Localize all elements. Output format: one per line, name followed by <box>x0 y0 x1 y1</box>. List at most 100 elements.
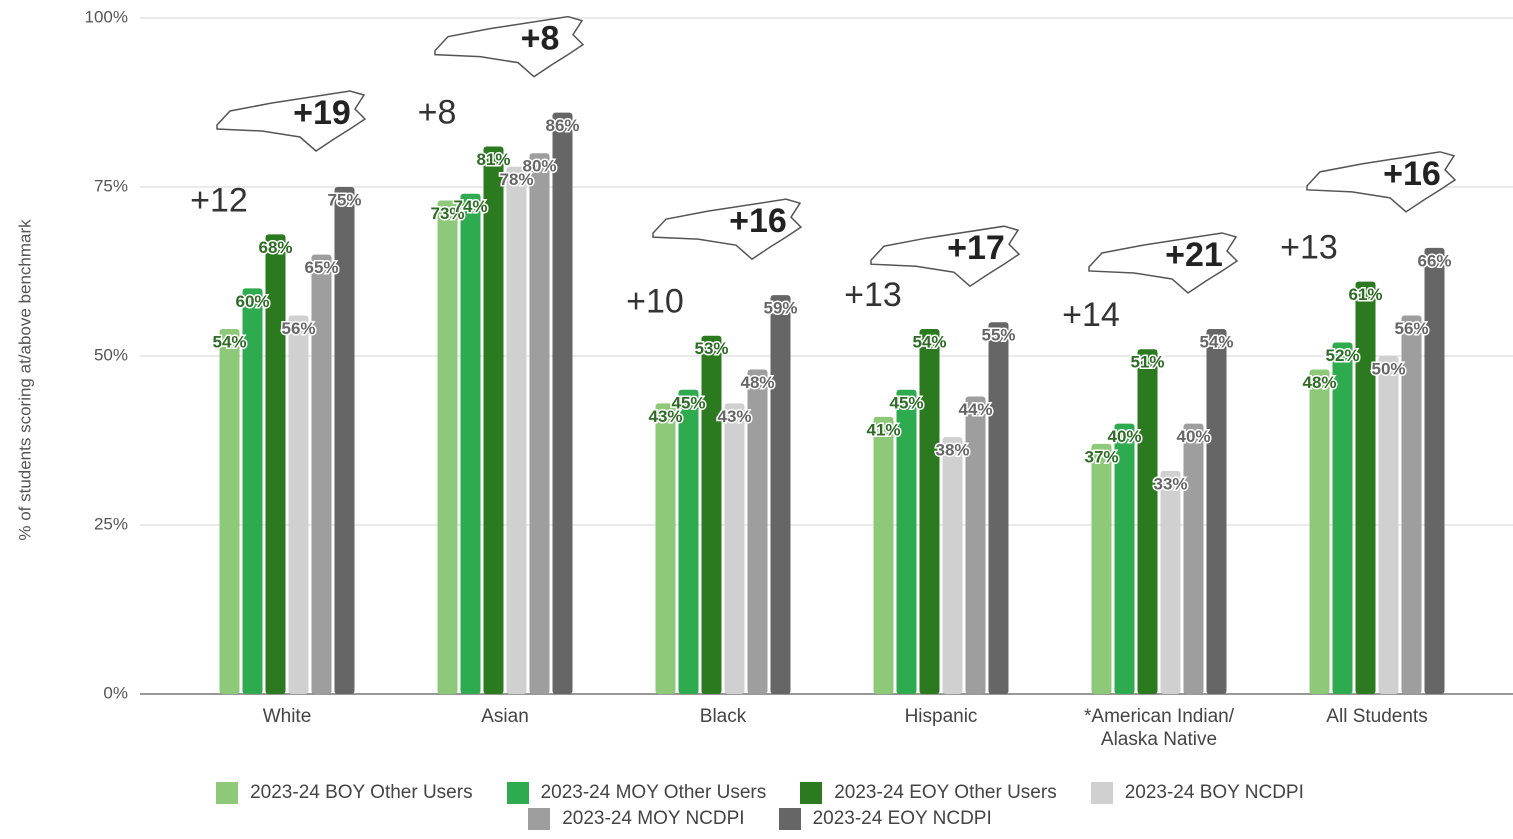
value-label: 59% <box>763 299 797 318</box>
legend-item: 2023-24 EOY Other Users <box>800 782 1057 804</box>
bar <box>219 328 240 694</box>
value-label: 56% <box>1394 319 1428 338</box>
other-users-gain: +12 <box>190 181 248 219</box>
value-label: 65% <box>304 258 338 277</box>
legend-label: 2023-24 BOY Other Users <box>250 782 473 803</box>
legend-label: 2023-24 EOY NCDPI <box>812 808 992 829</box>
legend-swatch <box>778 808 801 830</box>
bar <box>1401 315 1422 694</box>
ncdpi-gain: +16 <box>1383 155 1441 193</box>
value-label: 55% <box>981 326 1015 345</box>
bar <box>1355 281 1376 694</box>
bar <box>655 403 676 694</box>
legend-label: 2023-24 MOY Other Users <box>540 782 767 803</box>
legend-swatch <box>528 808 551 830</box>
other-users-gain: +14 <box>1062 296 1120 334</box>
ncdpi-gain: +17 <box>947 229 1005 267</box>
value-label: 43% <box>717 407 751 426</box>
value-label: 38% <box>935 441 969 460</box>
value-label: 80% <box>522 157 556 176</box>
x-tick-label: Hispanic <box>904 706 978 727</box>
bar <box>483 146 504 694</box>
bar <box>770 295 791 694</box>
value-label: 86% <box>545 116 579 135</box>
bar <box>506 166 527 695</box>
bar <box>724 403 745 694</box>
bar <box>942 437 963 694</box>
x-tick-label: Black <box>699 706 747 727</box>
bar <box>265 234 286 694</box>
legend-item: 2023-24 MOY NCDPI <box>528 808 745 830</box>
value-label: 68% <box>258 238 292 257</box>
value-label: 37% <box>1084 447 1118 466</box>
value-label: 54% <box>1199 332 1233 351</box>
bar <box>552 112 573 694</box>
x-tick-label: White <box>262 706 312 727</box>
bar <box>1332 342 1353 694</box>
legend-swatch <box>216 782 239 804</box>
nc-callout <box>434 15 585 78</box>
value-label: 40% <box>1176 427 1210 446</box>
bar <box>1160 470 1181 694</box>
legend-item: 2023-24 EOY NCDPI <box>778 808 992 830</box>
value-label: 81% <box>476 150 510 169</box>
value-label: 75% <box>327 190 361 209</box>
bar <box>437 200 458 694</box>
bar <box>242 288 263 694</box>
bar <box>1206 328 1227 694</box>
x-tick-label: Asian <box>481 706 529 727</box>
chart: % of students scoring at/above benchmark… <box>15 7 1513 702</box>
value-label: 48% <box>740 373 774 392</box>
nc-callout <box>216 90 367 152</box>
ncdpi-gain: +8 <box>521 20 560 58</box>
value-label: 74% <box>453 197 487 216</box>
legend-swatch <box>1090 782 1113 804</box>
x-tick-label: All Students <box>1326 706 1428 727</box>
y-tick-label: 25% <box>94 514 128 533</box>
nc-callout <box>652 198 803 261</box>
bar <box>1183 423 1204 694</box>
bar <box>747 369 768 694</box>
other-users-gain: +10 <box>626 283 684 321</box>
nc-callout <box>870 225 1021 288</box>
bar <box>896 389 917 694</box>
legend-item: 2023-24 MOY Other Users <box>506 782 767 804</box>
value-label: 56% <box>281 319 315 338</box>
nc-callout <box>1088 232 1239 294</box>
legend-label: 2023-24 MOY NCDPI <box>562 808 745 829</box>
y-tick-label: 100% <box>85 7 128 26</box>
ncdpi-gain: +19 <box>293 94 351 132</box>
bar <box>1091 443 1112 694</box>
y-axis-label: % of students scoring at/above benchmark <box>15 219 34 541</box>
value-label: 43% <box>648 407 682 426</box>
value-label: 78% <box>499 170 533 189</box>
legend-item: 2023-24 BOY Other Users <box>216 782 473 804</box>
value-label: 61% <box>1348 285 1382 304</box>
bar <box>988 322 1009 694</box>
legend-label: 2023-24 EOY Other Users <box>834 782 1057 803</box>
value-label: 41% <box>866 420 900 439</box>
other-users-gain: +8 <box>418 93 457 131</box>
legend-swatch <box>506 782 529 804</box>
value-label: 54% <box>212 332 246 351</box>
legend-swatch <box>800 782 823 804</box>
value-label: 60% <box>235 292 269 311</box>
bar <box>919 328 940 694</box>
legend-label: 2023-24 BOY NCDPI <box>1124 782 1304 803</box>
x-tick-label: *American Indian/ Alaska Native <box>1084 706 1234 750</box>
bar <box>311 254 332 694</box>
value-label: 50% <box>1371 359 1405 378</box>
bar <box>529 153 550 694</box>
value-label: 45% <box>671 393 705 412</box>
bar <box>288 315 309 694</box>
value-label: 44% <box>958 400 992 419</box>
nc-callout <box>1306 151 1457 213</box>
value-label: 66% <box>1417 251 1451 270</box>
value-label: 53% <box>694 339 728 358</box>
bar <box>1378 356 1399 694</box>
other-users-gain: +13 <box>1280 229 1338 267</box>
bar <box>678 389 699 694</box>
bar <box>1114 423 1135 694</box>
bar <box>965 396 986 694</box>
